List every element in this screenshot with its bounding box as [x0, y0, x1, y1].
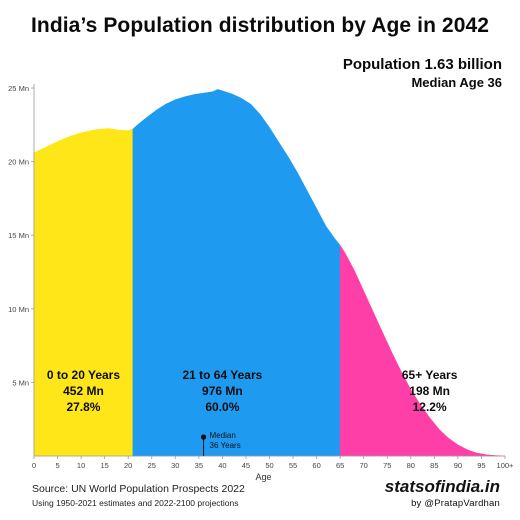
age-segment-2 — [132, 89, 341, 457]
branding: statsofindia.in by @PratapVardhan — [385, 477, 500, 509]
median-marker-dot — [200, 434, 207, 440]
x-tick-label: 95 — [477, 461, 485, 470]
segment-label: 21 to 64 Years — [182, 368, 262, 382]
x-tick-label: 5 — [55, 461, 59, 470]
segment-label: 65+ Years — [402, 368, 458, 382]
author-handle: by @PratapVardhan — [411, 498, 500, 509]
population-total: Population 1.63 billion — [342, 56, 502, 73]
site-name: statsofindia.in — [384, 477, 500, 496]
x-tick-label: 80 — [407, 461, 415, 470]
x-tick-label: 40 — [218, 461, 226, 470]
y-tick-label: 25 Mn — [8, 84, 29, 93]
source-block: Source: UN World Population Prospects 20… — [32, 483, 245, 508]
median-label-line2: 36 Years — [210, 441, 241, 450]
x-tick-label: 90 — [454, 461, 462, 470]
x-tick-label: 30 — [171, 461, 179, 470]
segment-value: 976 Mn — [202, 384, 243, 398]
x-tick-label: 45 — [242, 461, 250, 470]
x-tick-label: 25 — [148, 461, 156, 470]
x-tick-label: 0 — [32, 461, 36, 470]
y-tick-label: 10 Mn — [8, 305, 29, 314]
age-segment-3 — [339, 244, 506, 457]
segment-label: 0 to 20 Years — [47, 368, 120, 382]
segment-share: 60.0% — [205, 400, 239, 414]
x-tick-label: 50 — [265, 461, 273, 470]
x-tick-label: 15 — [100, 461, 108, 470]
y-tick-label: 15 Mn — [8, 231, 29, 240]
x-tick-label: 20 — [124, 461, 132, 470]
chart-title: India’s Population distribution by Age i… — [30, 14, 490, 37]
segment-value: 198 Mn — [409, 384, 450, 398]
x-tick-label: 35 — [195, 461, 203, 470]
segment-value: 452 Mn — [63, 384, 104, 398]
source-text: Source: UN World Population Prospects 20… — [32, 483, 245, 495]
x-tick-label: 60 — [312, 461, 320, 470]
x-tick-label: 100+ — [497, 461, 515, 470]
x-tick-label: 10 — [77, 461, 85, 470]
median-label-line1: Median — [210, 431, 236, 440]
source-note: Using 1950-2021 estimates and 2022-2100 … — [32, 498, 239, 508]
summary-stats: Population 1.63 billion Median Age 36 — [343, 56, 502, 90]
median-age-summary: Median Age 36 — [411, 75, 502, 90]
x-tick-label: 85 — [430, 461, 438, 470]
segment-share: 12.2% — [413, 400, 447, 414]
y-tick-label: 5 Mn — [12, 378, 29, 387]
y-tick-label: 20 Mn — [8, 158, 29, 167]
segment-share: 27.8% — [66, 400, 100, 414]
x-axis-title: Age — [255, 472, 271, 482]
x-tick-label: 65 — [336, 461, 344, 470]
age-segment-1 — [33, 128, 134, 457]
x-tick-label: 70 — [360, 461, 368, 470]
x-tick-label: 75 — [383, 461, 391, 470]
x-tick-label: 55 — [289, 461, 297, 470]
